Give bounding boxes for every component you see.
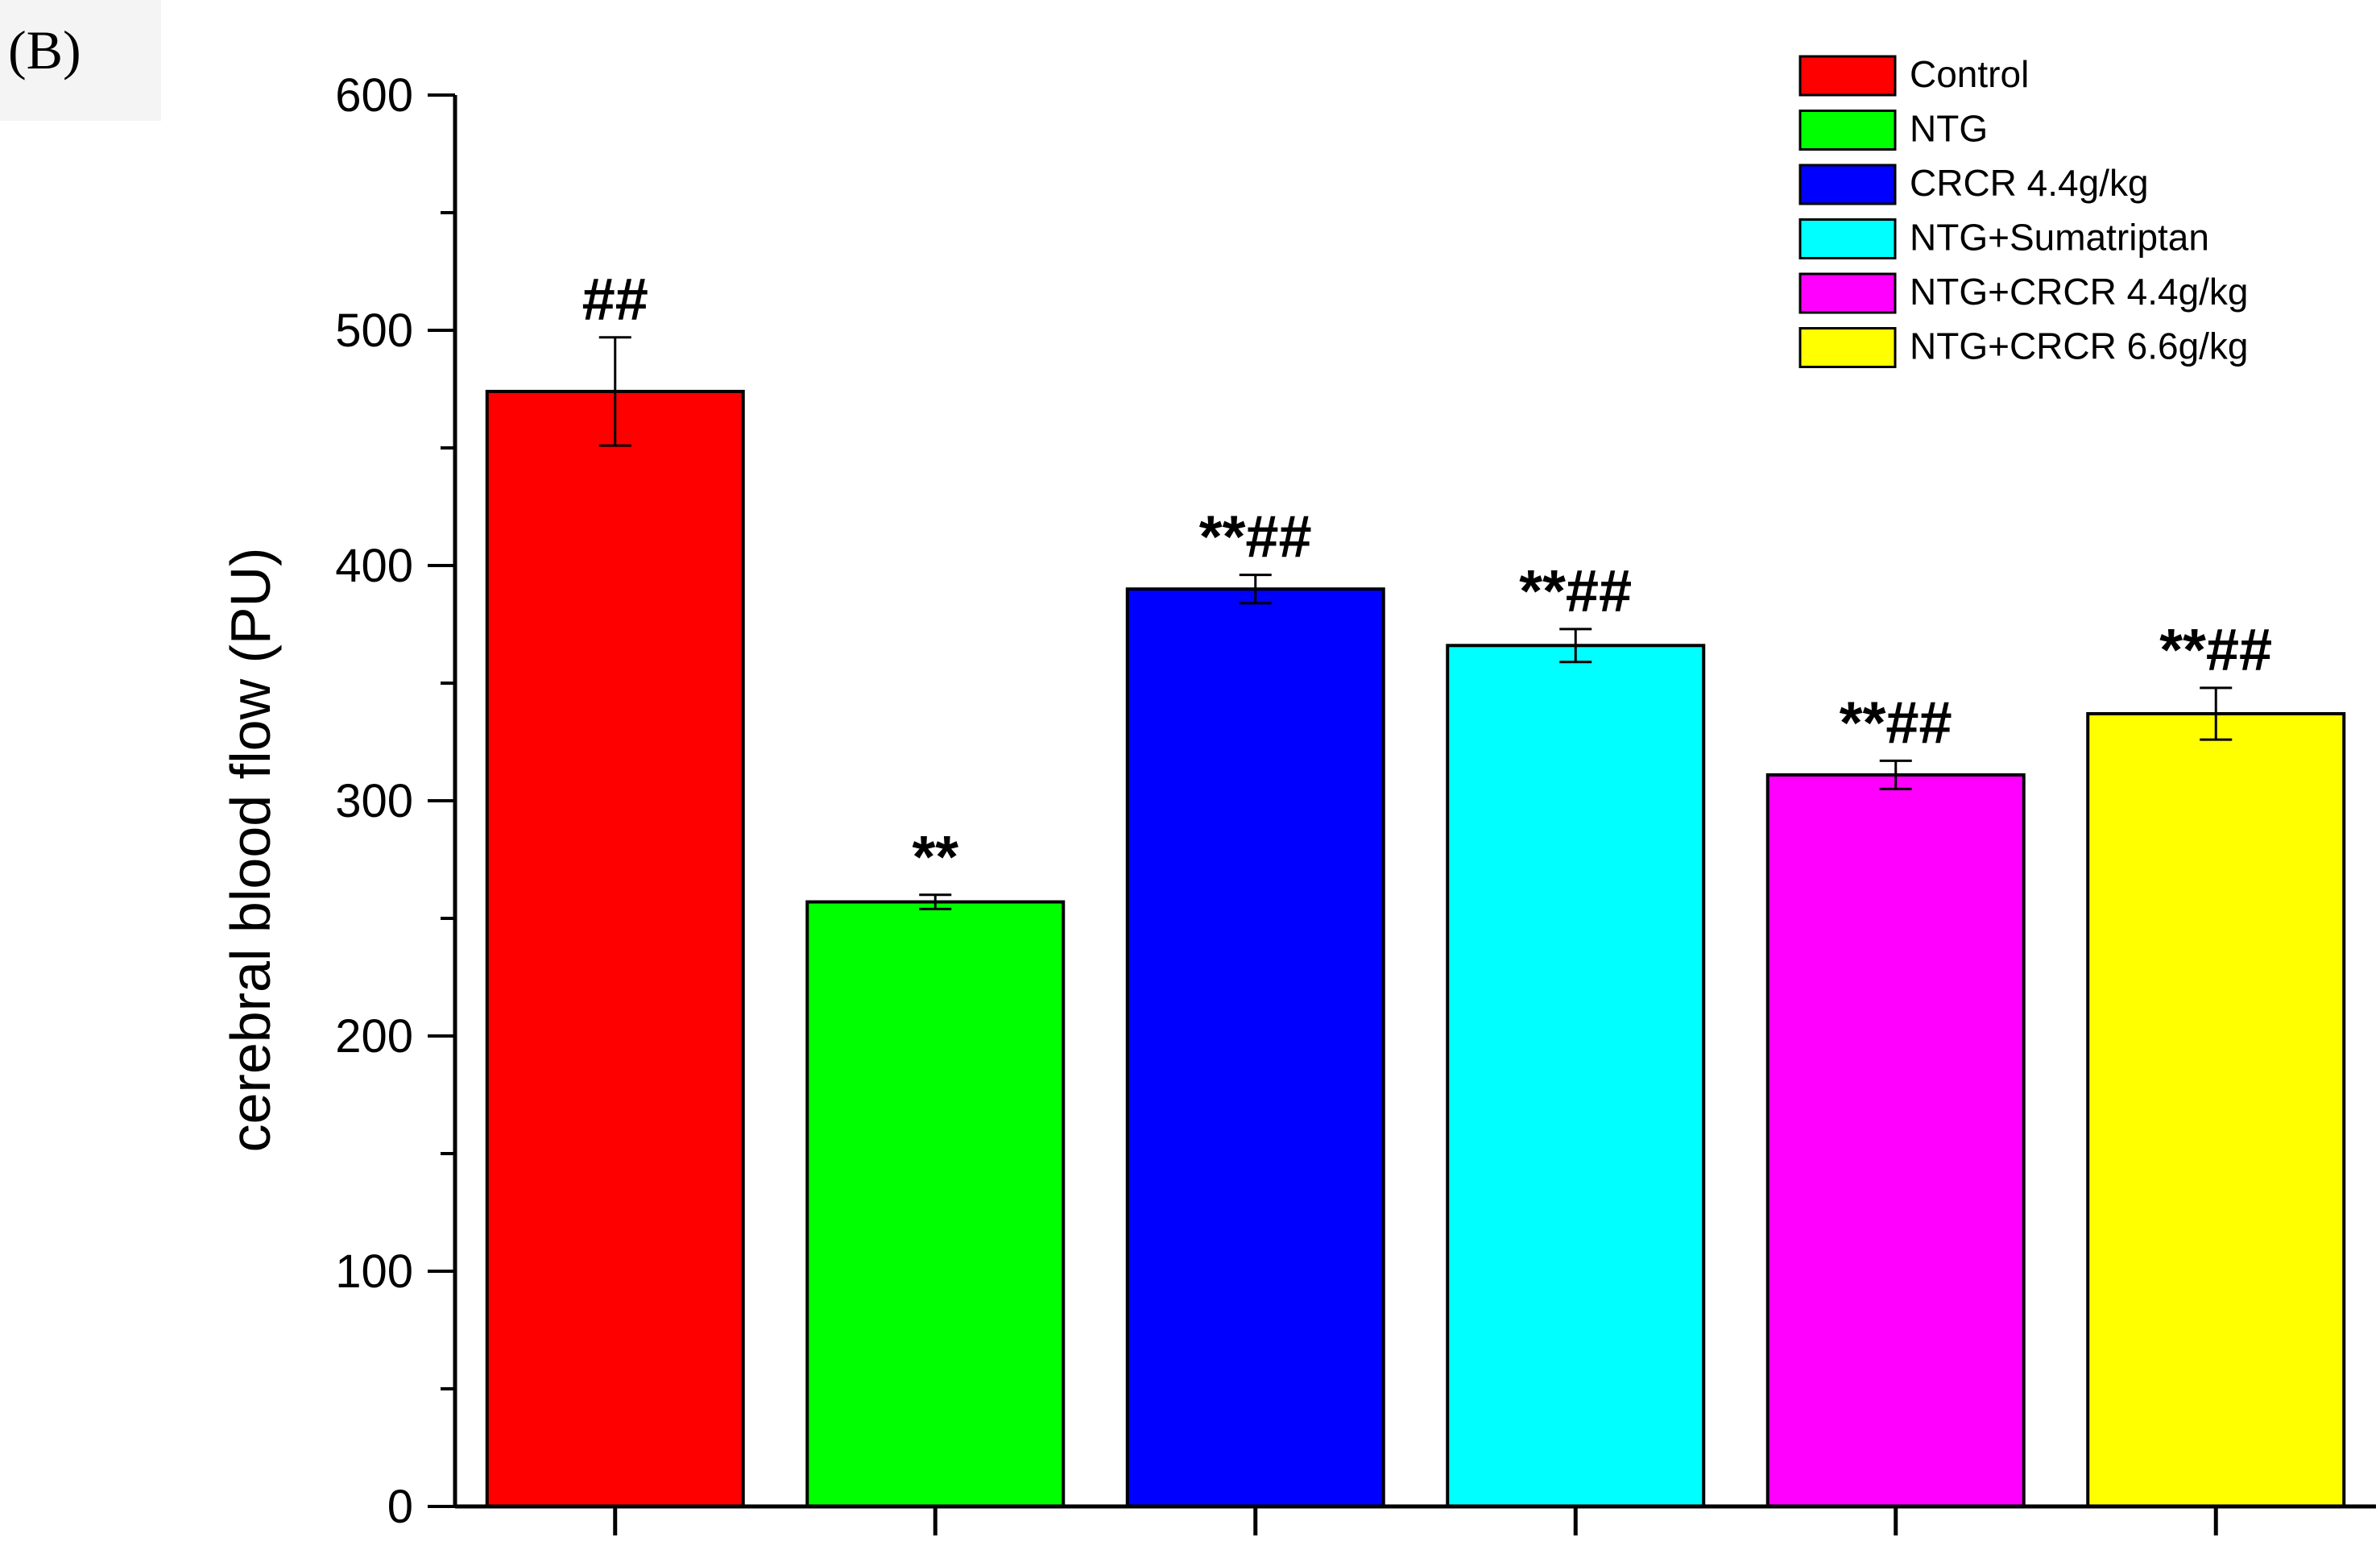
legend: Control NTG CRCR 4.4g/kg NTG+Sumatriptan NTG… <box>1798 53 2249 368</box>
legend-label: CRCR 4.4g/kg <box>1910 162 2149 204</box>
axes-layer: 0 100 200 300 400 500 600 <box>335 69 2376 1535</box>
legend-label: NTG+CRCR 4.4g/kg <box>1910 271 2249 313</box>
error-bar-5 <box>1879 759 1912 790</box>
legend-swatch <box>1798 327 1897 368</box>
y-axis-title: cerebral blood flow (PU) <box>219 548 282 1153</box>
y-tick-label-500: 500 <box>335 305 413 357</box>
y-tick-label-200: 200 <box>335 1010 413 1063</box>
error-bar-6 <box>2200 686 2233 741</box>
panel-label-background <box>0 0 161 121</box>
bar-6 <box>2086 711 2346 1508</box>
bars-layer: ## ** **## **## **## **## <box>485 266 2346 1509</box>
y-tick-label-400: 400 <box>335 540 413 592</box>
error-bar-3 <box>1239 574 1272 605</box>
legend-item-6: NTG+CRCR 6.6g/kg <box>1798 325 2249 368</box>
bar-1 <box>485 389 745 1508</box>
legend-swatch <box>1798 55 1897 97</box>
y-tick-label-100: 100 <box>335 1245 413 1298</box>
legend-label: Control <box>1910 53 2029 95</box>
legend-label: NTG+Sumatriptan <box>1910 217 2209 259</box>
y-tick-label-300: 300 <box>335 775 413 827</box>
legend-label: NTG <box>1910 108 1988 150</box>
legend-item-4: NTG+Sumatriptan <box>1798 217 2209 259</box>
legend-swatch <box>1798 110 1897 151</box>
bar-5 <box>1765 773 2026 1508</box>
legend-swatch <box>1798 272 1897 314</box>
y-tick-label-0: 0 <box>387 1481 413 1533</box>
significance-label-5: **## <box>1840 689 1952 756</box>
legend-label: NTG+CRCR 6.6g/kg <box>1910 325 2249 367</box>
error-bar-2 <box>919 893 952 910</box>
error-bar-1 <box>598 336 631 447</box>
significance-label-1: ## <box>582 266 648 333</box>
legend-swatch <box>1798 164 1897 205</box>
y-tick-label-600: 600 <box>335 69 413 122</box>
legend-item-1: Control <box>1798 53 2029 97</box>
bar-3 <box>1125 587 1385 1509</box>
significance-label-2: ** <box>912 823 958 890</box>
panel-label: (B) <box>8 19 81 81</box>
significance-label-6: **## <box>2159 616 2272 683</box>
legend-item-2: NTG <box>1798 108 1988 151</box>
legend-swatch <box>1798 218 1897 259</box>
significance-label-4: **## <box>1519 557 1632 624</box>
legend-item-3: CRCR 4.4g/kg <box>1798 162 2149 205</box>
bar-2 <box>805 900 1066 1509</box>
bar-4 <box>1446 644 1706 1508</box>
significance-label-3: **## <box>1199 503 1312 570</box>
legend-item-5: NTG+CRCR 4.4g/kg <box>1798 271 2249 314</box>
error-bar-4 <box>1559 628 1592 664</box>
